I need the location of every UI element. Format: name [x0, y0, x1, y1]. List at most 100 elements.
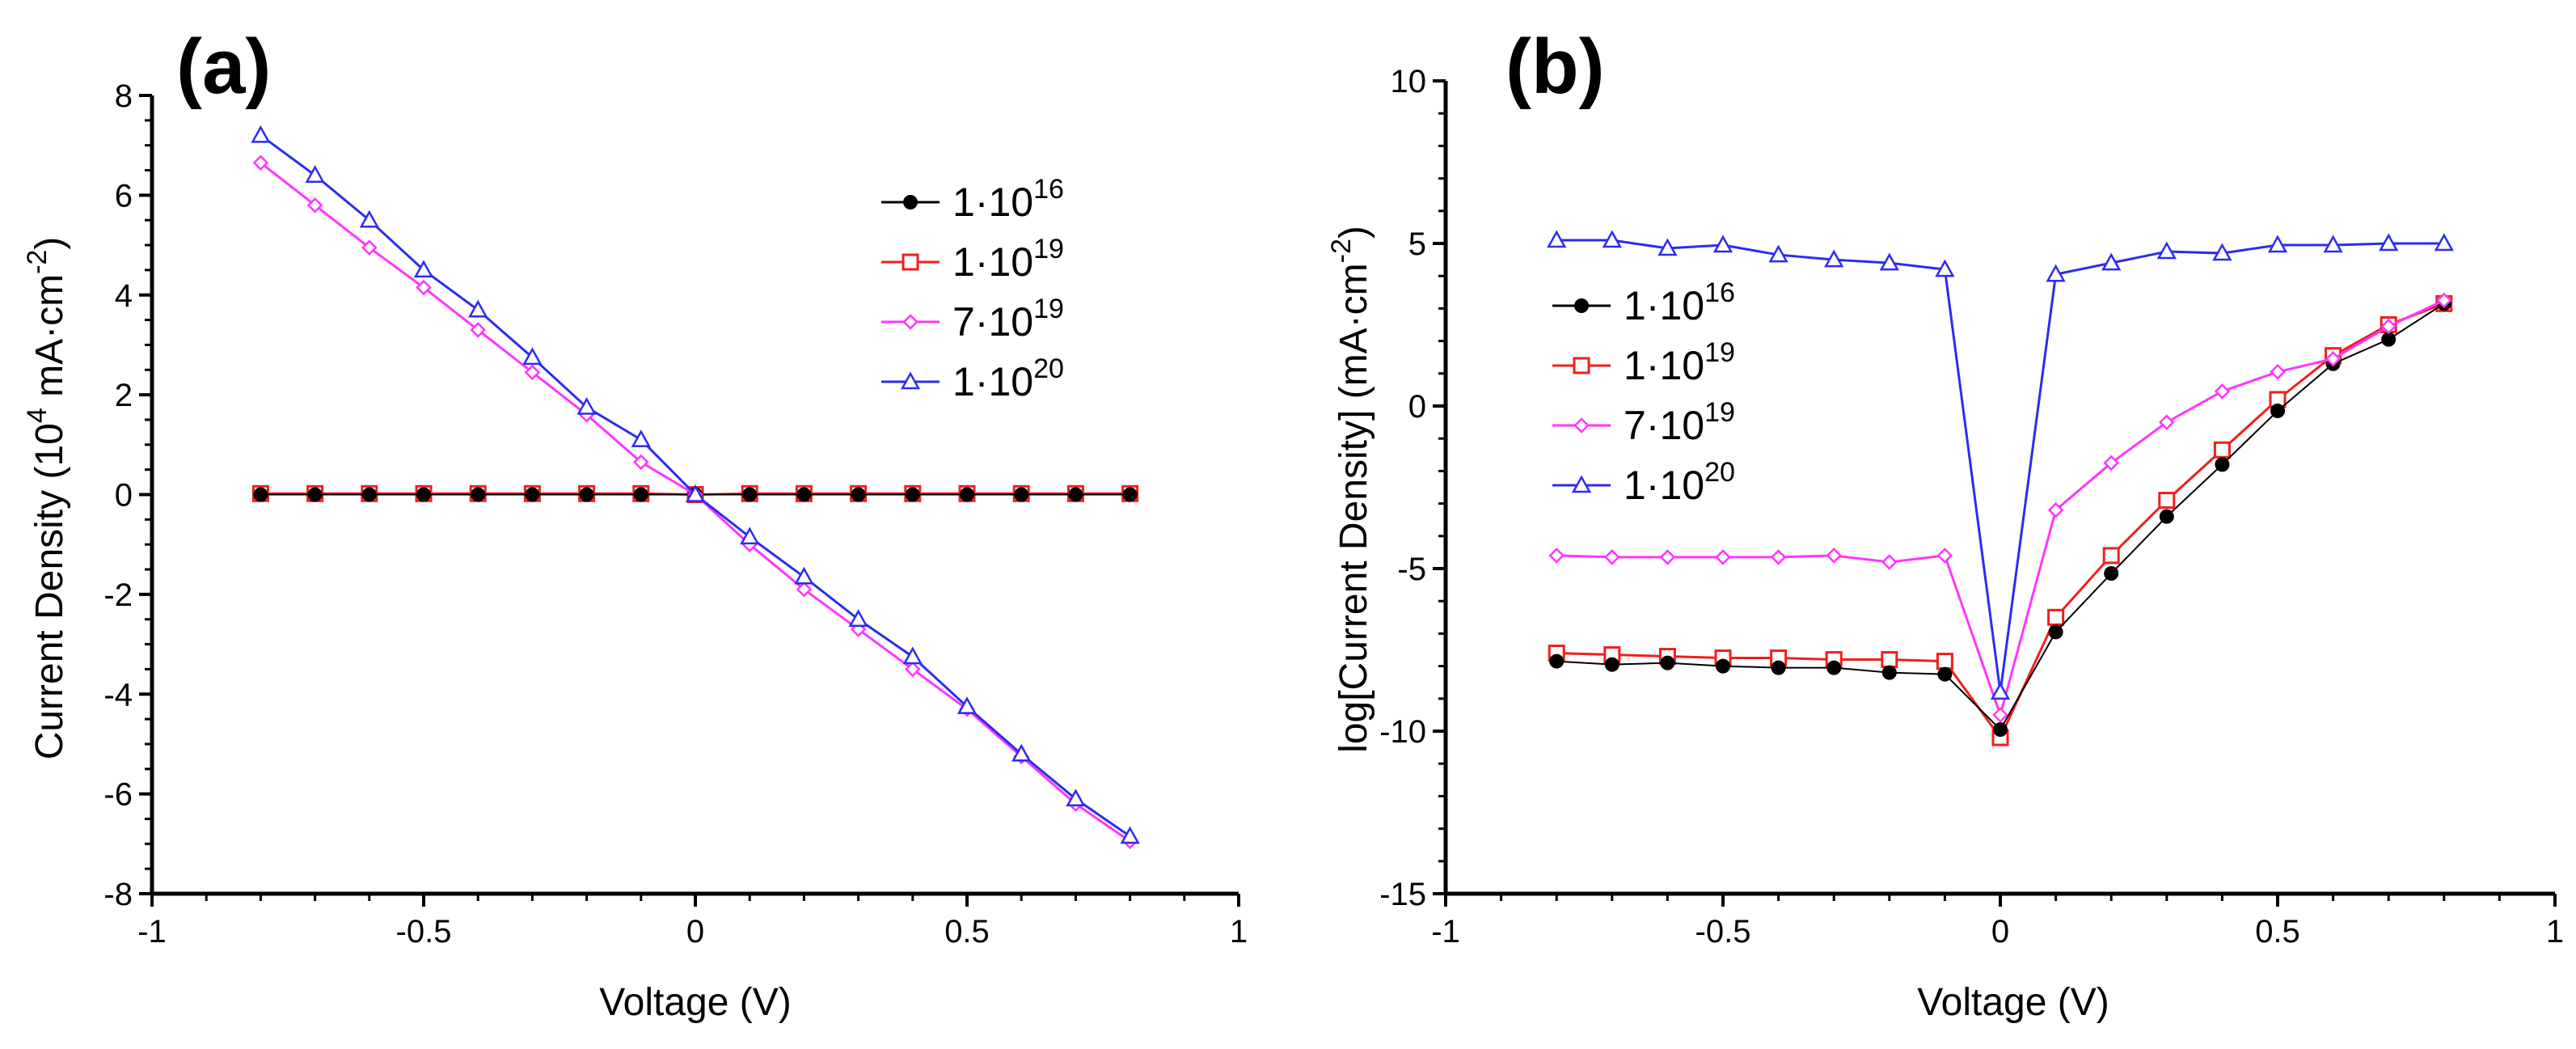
panel-b-data-point: [2381, 332, 2397, 347]
legend-label: 1·1020: [1624, 457, 1735, 508]
panel-a-data-point: [416, 279, 432, 296]
panel-b-x-tick-label: -1: [1431, 914, 1460, 950]
panel-a-legend-item: 1·1016: [881, 174, 1064, 225]
panel-a-chart: (a) -1 -0.5 0 0.5 1 -8 -6 -4 -2 0 2 4 6 8 Voltage (V)…: [22, 23, 1248, 1024]
panel-a-x-axis-title: Voltage (V): [599, 981, 791, 1024]
panel-b-data-point: [1993, 721, 2008, 737]
legend-marker: [903, 195, 918, 209]
panel-a-legend-item: 7·1019: [881, 294, 1064, 345]
legend-label: 1·1020: [952, 353, 1064, 404]
panel-a-x-tick-label: 0.5: [944, 914, 990, 950]
panel-b-data-point: [1712, 235, 1734, 253]
panel-a-minor-ticks: [145, 94, 1240, 901]
panel-b-data-point: [2267, 235, 2288, 253]
panel-b-data-point: [2379, 233, 2399, 252]
panel-a-data-point: [252, 154, 269, 171]
panel-a-data-point: [796, 487, 812, 502]
panel-b-x-tick-label: -0.5: [1696, 914, 1751, 950]
panel-b-data-point: [2159, 414, 2175, 430]
panel-b-y-tick-label: -10: [1379, 714, 1426, 750]
panel-b-x-tick-label: 0.5: [2255, 914, 2300, 950]
panel-a-y-tick-label: 4: [115, 278, 133, 314]
panel-a-data-point: [1120, 826, 1140, 844]
panel-b-data-point: [1936, 548, 1953, 564]
panel-a-data-point: [1122, 487, 1138, 502]
panel-a-data-point: [413, 260, 434, 278]
panel-b-data-point: [2270, 404, 2285, 419]
panel-a-data-point: [468, 299, 488, 318]
panel-a-data-point: [905, 661, 921, 678]
legend-label: 7·1019: [952, 294, 1064, 345]
panel-a-data-point: [794, 566, 814, 585]
panel-a-data-point: [524, 364, 541, 381]
panel-a-y-tick-label: -6: [103, 777, 133, 813]
panel-b-data-point: [1715, 549, 1731, 565]
panel-b-legend: 1·1016 1·1019 7·1019 1·1020: [1552, 277, 1735, 508]
panel-b-data-point: [2047, 608, 2065, 626]
panel-b-data-point: [2158, 492, 2176, 510]
panel-a-data-point: [742, 487, 758, 502]
panel-b-data-point: [2213, 441, 2231, 459]
panel-b-legend-item: 1·1020: [1552, 457, 1735, 508]
legend-marker: [1573, 357, 1590, 374]
legend-marker: [902, 253, 919, 271]
panel-b-data-point: [1824, 249, 1844, 268]
legend-label: 1·1019: [952, 234, 1064, 285]
legend-label: 1·1016: [1624, 277, 1735, 328]
panel-a-series-3: [251, 125, 1140, 844]
panel-b-y-tick-label: 5: [1408, 226, 1426, 262]
panel-b-axes: -1 -0.5 0 0.5 1 -15 -10 -5 0 5 10: [1379, 64, 2564, 950]
panel-b-data-point: [2434, 233, 2454, 252]
panel-a-data-point: [633, 454, 649, 471]
panel-b-data-point: [2103, 455, 2119, 472]
panel-b-data-point: [1549, 654, 1565, 669]
panel-b-data-point: [1881, 651, 1898, 669]
panel-a-data-point: [253, 487, 268, 502]
panel-b-data-point: [2104, 566, 2119, 582]
panel-b-x-tick-label: 1: [2546, 914, 2564, 950]
panel-b-data-point: [2215, 457, 2230, 472]
panel-a-data-point: [631, 429, 651, 447]
panel-b-series-2: [1548, 292, 2452, 723]
panel-b-y-tick-label: 10: [1391, 64, 1427, 99]
panel-a-y-tick-label: 2: [115, 378, 133, 413]
panel-b-data-point: [1716, 658, 1730, 674]
panel-a-data-point: [359, 209, 379, 228]
panel-a-axes: -1 -0.5 0 0.5 1 -8 -6 -4 -2 0 2 4 6 8: [103, 78, 1248, 950]
panel-b-data-point: [1826, 660, 1842, 675]
panel-b-data-point: [2325, 350, 2342, 367]
panel-b-data-point: [2047, 501, 2064, 518]
panel-b-series: [1547, 230, 2454, 747]
panel-a-label: (a): [176, 23, 271, 110]
panel-a-data-point: [471, 487, 486, 502]
panel-a-data-point: [848, 609, 868, 627]
panel-a-data-point: [1011, 743, 1032, 762]
panel-a-data-point: [307, 487, 323, 502]
panel-a-legend: 1·1016 1·1019 7·1019 1·1020: [881, 174, 1064, 404]
panel-b-data-point: [1826, 548, 1842, 564]
panel-b-legend-item: 1·1016: [1552, 277, 1735, 328]
panel-a-data-point: [361, 487, 377, 502]
panel-b-legend-item: 1·1019: [1552, 337, 1735, 388]
panel-a-data-point: [902, 646, 923, 665]
panel-b-data-point: [1935, 259, 1955, 277]
panel-a-data-point: [470, 322, 486, 338]
panel-b-data-point: [2101, 252, 2122, 271]
panel-a-data-point: [905, 487, 920, 502]
panel-a-data-point: [851, 487, 866, 502]
panel-b-data-point: [1660, 655, 1675, 670]
panel-a-x-tick-label: 1: [1230, 914, 1248, 950]
panel-a-data-point: [633, 487, 648, 502]
panel-b-data-point: [1658, 238, 1678, 256]
panel-b-data-point: [2436, 292, 2452, 309]
panel-b-data-point: [2212, 243, 2232, 261]
panel-a-x-tick-label: -1: [137, 914, 167, 950]
legend-marker: [900, 371, 921, 390]
panel-b-data-point: [2380, 318, 2397, 335]
legend-marker: [902, 314, 918, 330]
panel-a-series: [251, 125, 1140, 849]
panel-a-y-tick-label: -2: [103, 577, 133, 613]
panel-a-data-point: [522, 347, 543, 366]
